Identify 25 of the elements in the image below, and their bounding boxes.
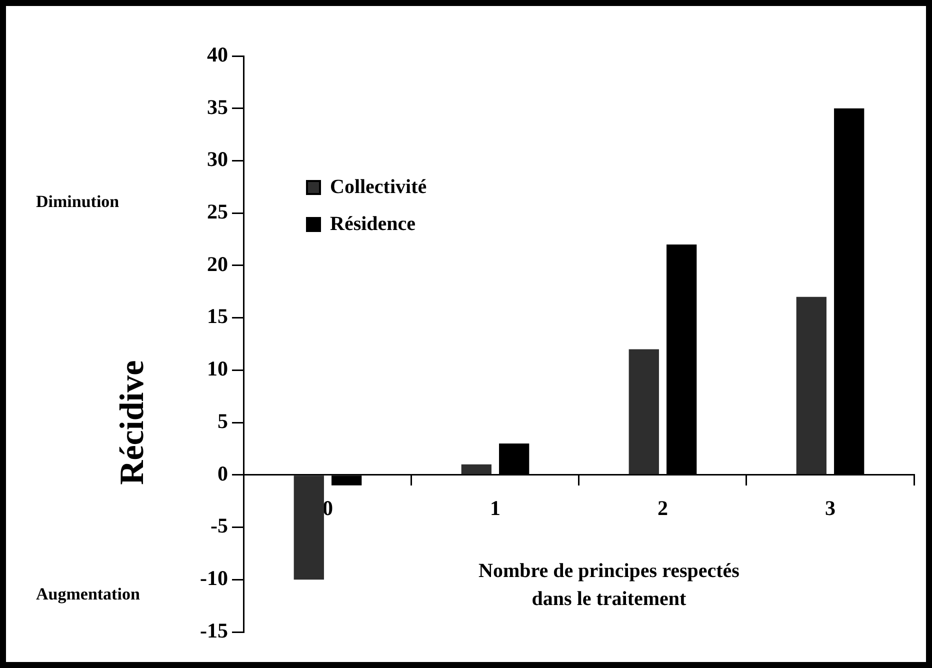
bar [796,296,826,474]
y-tick-label: -10 [200,566,228,590]
y-tick-label: 10 [206,356,228,381]
text: Augmentation [36,584,140,604]
x-tick-label: 2 [657,496,668,520]
y-tick-label: 30 [206,147,228,172]
y-tick-label: 5 [217,408,228,433]
y-tick-label: 25 [206,200,228,224]
x-axis-title: Nombre de principes respectés dans le traitement [478,560,740,610]
bar [294,476,324,580]
x-tick-label: 1 [490,496,500,520]
legend-label: Collectivité [330,176,427,199]
y-tick-label: 0 [217,461,228,486]
y-tick-label: -5 [210,514,228,538]
legend-label: Résidence [330,213,416,236]
x-tick-label: 3 [825,496,836,520]
y-axis-title: Récidive [114,360,151,485]
y-tick-label: 15 [206,304,228,328]
y-tick-label: 35 [206,94,228,119]
bar [628,349,659,474]
y-tick-label: 20 [206,252,228,276]
y-tick-label: -15 [200,618,228,642]
text: Diminution [36,192,120,212]
y-tick-label: 40 [206,42,228,66]
bar [461,464,492,474]
